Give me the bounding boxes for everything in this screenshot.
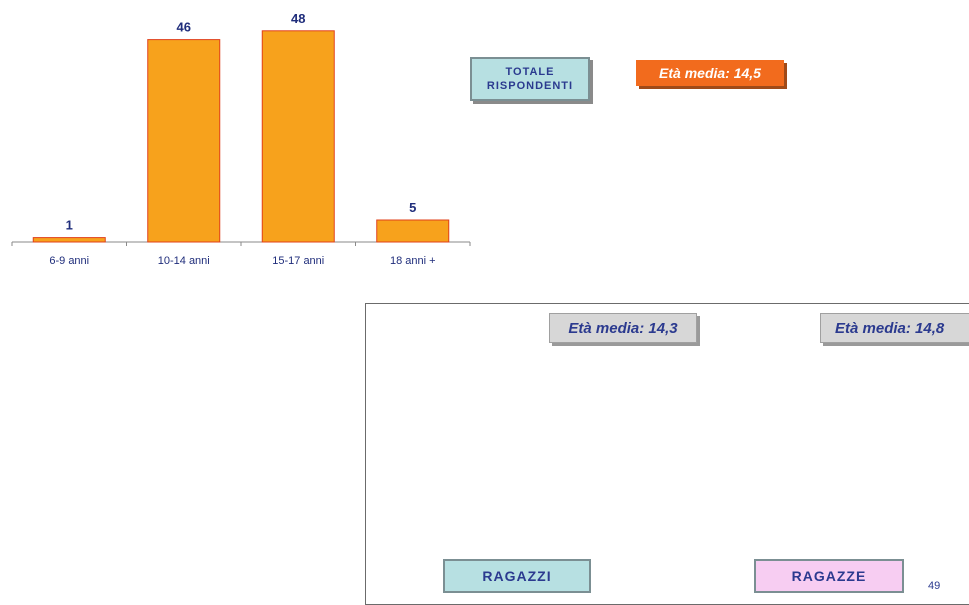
gender-panel	[365, 303, 969, 605]
ragazzi-label: RAGAZZI	[443, 559, 591, 593]
total-value-label: 1	[66, 218, 73, 233]
total-bar	[32, 237, 106, 243]
total-category-label: 18 anni +	[390, 255, 436, 267]
total-bar	[147, 39, 221, 243]
total-category-label: 6-9 anni	[49, 255, 89, 267]
total-category-label: 15-17 anni	[272, 255, 324, 267]
eta-media-ragazzi-badge: Età media: 14,3	[549, 313, 697, 343]
total-value-label: 46	[177, 20, 191, 35]
total-value-label: 5	[409, 200, 416, 215]
totale-rispondenti-label: TOTALE RISPONDENTI	[470, 57, 590, 101]
page-number: 49	[928, 580, 941, 592]
ragazze-label: RAGAZZE	[754, 559, 904, 593]
total-value-label: 48	[291, 11, 305, 26]
totale-line-1: TOTALE	[505, 66, 555, 78]
eta-media-totale-badge: Età media: 14,5	[636, 60, 784, 86]
total-category-label: 10-14 anni	[158, 255, 210, 267]
totale-line-2: RISPONDENTI	[486, 80, 574, 92]
total-bar	[376, 219, 450, 243]
total-bar	[261, 30, 335, 243]
eta-media-ragazze-badge: Età media: 14,8	[820, 313, 969, 343]
